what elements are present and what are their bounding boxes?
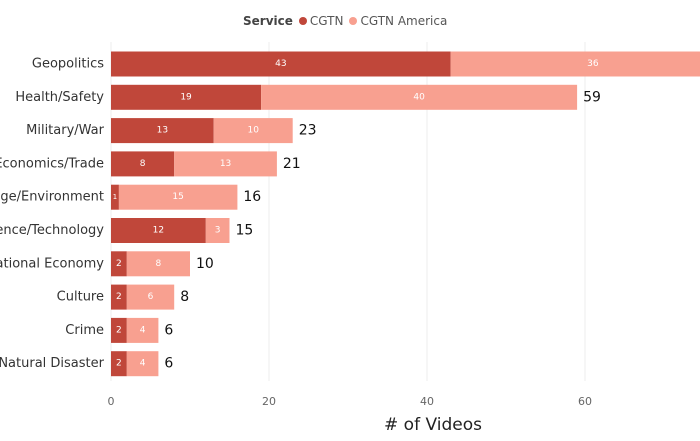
x-tick-label-60: 60 [578, 395, 592, 408]
y-tick-label-geopolitics: Geopolitics [32, 57, 104, 72]
legend-item-cgtn-america[interactable]: CGTN America [349, 14, 447, 28]
data-label-health-safety-cgtn-america: 40 [413, 92, 425, 102]
bar-science-technology-cgtn[interactable] [111, 218, 206, 243]
data-label-natural-disaster-cgtn: 2 [116, 359, 122, 369]
bar-science-technology-cgtn-america[interactable] [205, 218, 230, 243]
bar-geopolitics-cgtn[interactable] [111, 51, 451, 77]
total-label-natural-disaster: 6 [164, 356, 173, 372]
legend-label-cgtn: CGTN [309, 14, 344, 28]
legend-swatch-cgtn [298, 17, 307, 25]
y-tick-label-national-economy: National Economy [0, 256, 104, 271]
data-label-culture-cgtn: 2 [116, 292, 122, 302]
data-label-science-technology-cgtn: 12 [153, 226, 164, 236]
bar-economics-trade-cgtn-america[interactable] [174, 151, 277, 177]
bar-crime-cgtn-america[interactable] [126, 317, 159, 343]
data-label-crime-cgtn-america: 4 [140, 325, 146, 335]
legend-title: Service [243, 14, 293, 28]
y-tick-label-natural-disaster: Natural Disaster [0, 356, 105, 371]
x-axis-title: # of Videos [384, 415, 482, 435]
bar-culture-cgtn-america[interactable] [126, 284, 175, 310]
chart-legend: Service CGTN CGTN America [243, 12, 453, 30]
data-label-crime-cgtn: 2 [116, 325, 122, 335]
data-label-economics-trade-cgtn-america: 13 [220, 159, 231, 169]
total-label-culture: 8 [180, 289, 189, 305]
bar-natural-disaster-cgtn-america[interactable] [126, 351, 159, 377]
data-label-climate-change-environment-cgtn: 1 [113, 193, 117, 201]
bar-health-safety-cgtn-america[interactable] [261, 84, 578, 110]
data-label-climate-change-environment-cgtn-america: 15 [172, 192, 183, 202]
data-label-geopolitics-cgtn-america: 36 [587, 59, 599, 69]
y-tick-label-economics-trade: Economics/Trade [0, 156, 104, 171]
x-tick-label-40: 40 [420, 395, 434, 408]
legend-label-cgtn-america: CGTN America [360, 14, 448, 28]
bar-national-economy-cgtn[interactable] [111, 251, 127, 277]
data-label-culture-cgtn-america: 6 [148, 292, 154, 302]
y-tick-label-crime: Crime [65, 323, 104, 338]
y-tick-label-science-technology: ience/Technology [0, 223, 104, 238]
data-label-health-safety-cgtn: 19 [180, 92, 192, 102]
bar-military-war-cgtn[interactable] [111, 118, 214, 144]
bar-crime-cgtn[interactable] [111, 317, 127, 343]
total-label-crime: 6 [164, 322, 173, 338]
total-label-science-technology: 15 [236, 223, 254, 239]
data-label-natural-disaster-cgtn-america: 4 [140, 359, 146, 369]
bar-economics-trade-cgtn[interactable] [111, 151, 175, 177]
bar-military-war-cgtn-america[interactable] [213, 118, 293, 144]
data-label-national-economy-cgtn-america: 8 [156, 259, 162, 269]
total-label-economics-trade: 21 [283, 156, 301, 172]
bar-climate-change-environment-cgtn[interactable] [111, 184, 119, 210]
data-label-military-war-cgtn-america: 10 [247, 126, 259, 136]
y-tick-label-military-war: Military/War [26, 123, 105, 138]
total-label-national-economy: 10 [196, 256, 214, 272]
bars [111, 51, 700, 377]
data-label-economics-trade-cgtn: 8 [140, 159, 146, 169]
x-tick-label-0: 0 [108, 395, 115, 408]
data-label-military-war-cgtn: 13 [157, 126, 168, 136]
data-label-geopolitics-cgtn: 43 [275, 59, 286, 69]
bar-geopolitics-cgtn-america[interactable] [450, 51, 700, 77]
bar-natural-disaster-cgtn[interactable] [111, 351, 127, 377]
bar-health-safety-cgtn[interactable] [111, 84, 262, 110]
bar-culture-cgtn[interactable] [111, 284, 127, 310]
data-label-science-technology-cgtn-america: 3 [215, 226, 221, 236]
bar-climate-change-environment-cgtn-america[interactable] [118, 184, 238, 210]
y-tick-label-climate-change-environment: nge/Environment [0, 190, 104, 205]
data-label-national-economy-cgtn: 2 [116, 259, 122, 269]
total-label-climate-change-environment: 16 [243, 189, 261, 205]
x-tick-label-20: 20 [262, 395, 276, 408]
total-label-health-safety: 59 [583, 89, 601, 105]
y-tick-label-health-safety: Health/Safety [15, 90, 104, 105]
legend-swatch-cgtn-america [349, 17, 358, 25]
legend-item-cgtn[interactable]: CGTN [298, 14, 344, 28]
bar-national-economy-cgtn-america[interactable] [126, 251, 190, 277]
total-label-military-war: 23 [299, 123, 317, 139]
y-tick-label-culture: Culture [57, 290, 104, 305]
